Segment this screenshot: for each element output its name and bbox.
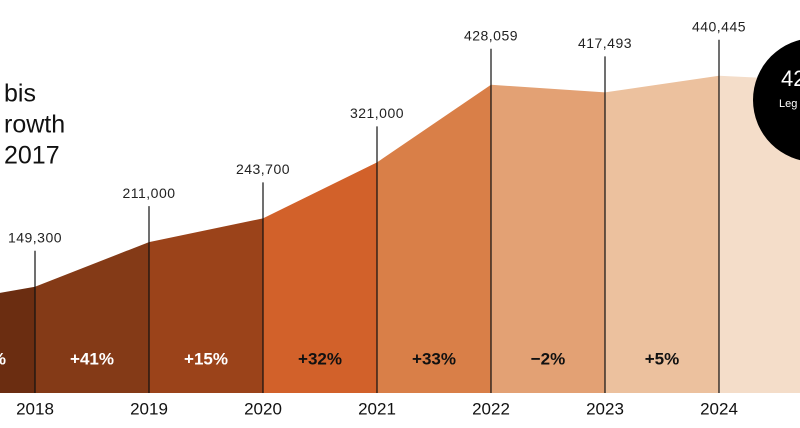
area-segment — [377, 84, 491, 393]
area-segment — [149, 218, 263, 393]
x-tick-label: 2020 — [244, 399, 282, 418]
value-label: 243,700 — [236, 161, 290, 177]
x-tick-label: 2023 — [586, 399, 624, 418]
title-line: bis — [4, 80, 36, 108]
area-segment — [0, 286, 35, 393]
badge — [753, 39, 800, 161]
area-segment — [263, 162, 377, 393]
growth-label: +15% — [184, 349, 228, 368]
value-label: 417,493 — [578, 35, 632, 51]
area-segment — [491, 84, 605, 393]
x-tick-label: 2024 — [700, 399, 738, 418]
area-segment — [605, 75, 719, 394]
x-tick-label: 2022 — [472, 399, 510, 418]
x-tick-label: 2021 — [358, 399, 396, 418]
value-label: 211,000 — [122, 185, 175, 201]
area-segment — [35, 242, 149, 393]
value-label: 440,445 — [692, 18, 746, 34]
title-line: 2017 — [4, 142, 60, 170]
growth-label: % — [0, 349, 6, 368]
growth-label: +32% — [298, 349, 342, 368]
value-label: 149,300 — [8, 229, 62, 245]
x-tick-label: 2018 — [16, 399, 54, 418]
badge-value: 42 — [781, 66, 800, 91]
growth-label: −2% — [531, 349, 566, 368]
plot-area: % +41% +15% +32% +33% −2% +5% 149,300 2018 211,00… — [0, 18, 800, 418]
growth-label: +41% — [70, 349, 114, 368]
value-label: 428,059 — [464, 27, 518, 43]
area-segment — [719, 75, 800, 393]
value-label: 321,000 — [350, 105, 404, 121]
growth-label: +5% — [645, 349, 680, 368]
x-tick-label: 2019 — [130, 399, 168, 418]
badge-caption: Leg — [779, 98, 797, 110]
growth-label: +33% — [412, 349, 456, 368]
title-line: rowth — [4, 111, 65, 139]
